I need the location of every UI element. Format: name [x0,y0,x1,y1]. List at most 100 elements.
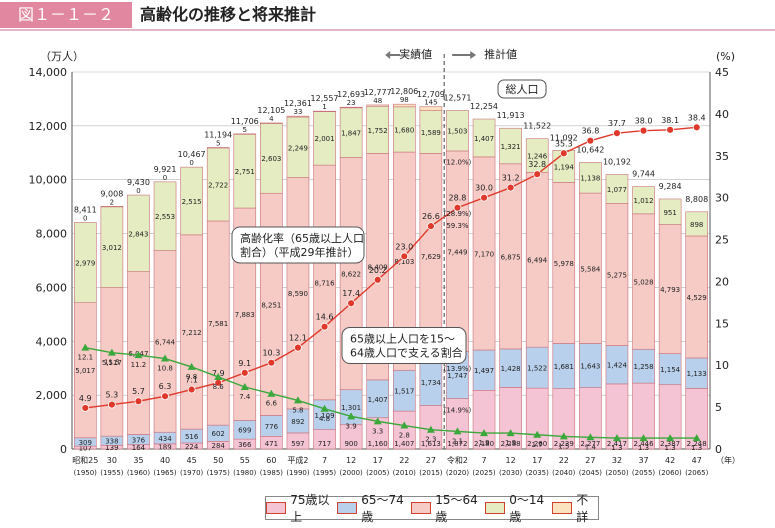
x-year-label: (1950) [74,469,98,477]
bar-value-label: 1,503 [447,128,467,136]
support-ratio-point [187,362,196,370]
aging-rate-label: 38.4 [688,113,706,122]
bar-value-label: 2,979 [75,260,95,268]
support-ratio-label: 3.3 [372,427,383,435]
support-ratio-point [267,389,276,397]
x-year-label: (1995) [313,469,337,477]
aging-rate-label: 9.1 [238,359,251,368]
aging-rate-point [559,149,568,158]
bar-value-label: 5 [243,126,247,134]
total-label: 9,744 [632,170,655,179]
total-label: 12,777 [364,88,392,97]
x-year-label: (1960) [127,469,151,477]
total-label: 11,092 [550,133,578,142]
support-ratio-point [666,434,675,442]
bar-value-label: 2 [110,198,114,206]
bar-value-label: 2,387 [660,440,680,448]
support-ratio-label: 1.4 [585,443,597,451]
legend-label-0-14: 0～14歳 [509,493,545,524]
bar-value-label: 139 [105,444,118,452]
x-year-label: (1990) [286,469,310,477]
x-year-label: (1955) [100,469,124,477]
aging-rate-label: 38.0 [635,117,653,126]
aging-rate-label: 36.8 [581,127,599,136]
bar-value-label: 1,407 [394,440,414,448]
aging-rate-label: 7.1 [185,376,198,385]
total-label: 9,008 [100,189,123,198]
support-ratio-label: 11.5 [104,359,120,367]
bar-value-label: 2,751 [235,168,255,176]
aging-rate-text-2: 割合）（平成29年推計） [240,245,359,259]
legend-item-0-14: 0～14歳 [485,491,552,525]
bar-value-label: 2,180 [474,440,494,448]
bar-value-label: 8,103 [394,258,414,266]
bar-value-label: 1,497 [474,367,494,375]
x-tick-label: 17 [373,456,383,465]
aging-rate-line [85,126,697,409]
figure-number: 図１－１－２ [17,5,114,24]
support-ratio-point [506,429,515,437]
x-year-label: (1985) [260,469,284,477]
aging-rate-point [107,400,116,409]
bar-value-label: 189 [158,443,171,451]
aging-rate-label: 38.1 [661,116,679,125]
support-ratio-label: 2.3 [425,436,436,444]
y-left-tick-label: 2,000 [36,389,68,402]
support-ratio-label: 9.8 [186,373,197,381]
support-text-2: 64歳人口で支える割合 [350,346,463,360]
total-label: 10,642 [576,145,604,154]
legend-swatch-15-64 [411,502,432,514]
bar-segment [446,110,469,152]
bar-value-label: 1,752 [368,127,388,135]
bar-value-label: 1,734 [421,379,442,387]
legend-item-unknown: 不詳 [552,491,598,525]
bar-value-label: 8,251 [261,301,281,309]
legend-swatch-75plus [266,502,287,514]
bar-value-label: 2,603 [261,155,281,163]
total-label: 12,254 [470,102,498,111]
aging-rate-point [347,299,356,308]
aging-rate-point [134,397,143,406]
total-label: 11,522 [523,122,551,131]
aging-rate-point [400,252,409,261]
y-left-tick-label: 0 [60,443,67,456]
x-year-label: (2065) [685,469,709,477]
aging-rate-label: 31.2 [502,174,520,183]
x-tick-label: 7 [322,456,327,465]
bar-value-label: 0 [189,159,193,167]
y-right-tick-label: 5 [715,401,722,414]
support-ratio-point [240,383,249,391]
aging-rate-label: 17.4 [342,289,360,298]
aging-rate-point [666,125,675,134]
total-label: 11,913 [497,111,525,120]
aging-rate-point [81,404,90,412]
bar-value-label: 1,109 [315,412,335,420]
figure-header: 図１－１－２ 高齢化の推移と将来推計 [0,0,775,31]
bar-value-label: 699 [238,427,251,435]
x-year-label: (2000) [339,469,363,477]
bar-value-label: 1,613 [421,440,441,448]
bar-value-label: 1,847 [341,130,361,138]
bar-value-label: 8,409 [368,264,388,272]
bar-value-label: 4 [269,115,274,123]
total-label: 12,571 [443,93,471,102]
bar-value-label: 471 [265,440,278,448]
bar-segment [233,133,257,135]
x-unit: （年） [716,455,740,465]
share-label-65-74: (13.9%) [444,365,472,373]
bar-value-label: 1,517 [394,388,414,396]
share-label-75plus: (14.9%) [444,407,472,415]
support-ratio-label: 6.6 [266,400,278,408]
y-right-tick-label: 40 [715,108,729,121]
bar-value-label: 776 [265,423,279,431]
legend-item-75plus: 75歳以上 [266,491,337,525]
total-label: 10,467 [178,150,206,159]
support-ratio-point [639,434,648,442]
aging-rate-point [692,123,701,132]
bar-value-label: 23 [347,99,356,107]
bar-segment [632,186,655,215]
bar-value-label: 98 [400,96,409,104]
bar-value-label: 5,275 [607,272,627,280]
total-label: 12,557 [311,94,339,103]
x-year-label: (2060) [658,469,682,477]
